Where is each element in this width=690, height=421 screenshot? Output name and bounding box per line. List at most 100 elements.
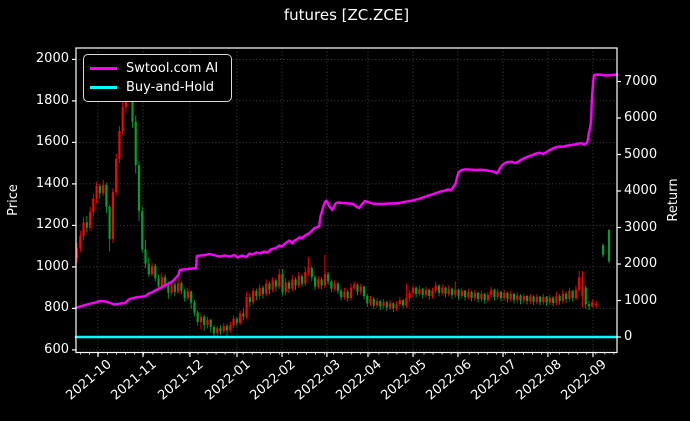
candle-body bbox=[591, 302, 594, 307]
candle-body bbox=[333, 283, 336, 289]
candle-body bbox=[278, 274, 281, 287]
axes-spine bbox=[75, 47, 618, 354]
candle-body bbox=[115, 159, 118, 193]
candle-body bbox=[281, 274, 284, 292]
candle-body bbox=[346, 291, 349, 299]
candle-body bbox=[196, 312, 199, 322]
candle-body bbox=[102, 184, 105, 194]
candle-body bbox=[294, 279, 297, 286]
candle-body bbox=[209, 319, 212, 328]
candle-body bbox=[252, 290, 255, 303]
candle-body bbox=[121, 107, 124, 131]
candle-body bbox=[95, 185, 98, 199]
candle-body bbox=[398, 300, 401, 305]
candle-body bbox=[238, 313, 242, 323]
candle-body bbox=[359, 286, 362, 292]
candle-body bbox=[571, 290, 574, 299]
candle-body bbox=[190, 291, 193, 303]
candle-body bbox=[353, 284, 356, 288]
candle-body bbox=[428, 289, 431, 296]
price-tick-label: 1800 bbox=[35, 92, 69, 108]
candle-body bbox=[170, 284, 173, 293]
candle-body bbox=[369, 299, 372, 304]
candle-body bbox=[408, 292, 411, 299]
candle-body bbox=[310, 267, 313, 278]
candle-body bbox=[601, 245, 605, 255]
candle-body bbox=[454, 289, 457, 295]
candle-body bbox=[467, 291, 470, 297]
candle-body bbox=[232, 318, 235, 326]
candle-body bbox=[330, 281, 333, 289]
candle-body bbox=[75, 248, 79, 259]
candle-body bbox=[186, 291, 190, 299]
candle-body bbox=[108, 206, 111, 239]
price-tick-label: 1600 bbox=[35, 134, 69, 150]
candle-body bbox=[320, 279, 323, 286]
candle-body bbox=[480, 293, 483, 300]
candle-body bbox=[131, 84, 134, 122]
candle-body bbox=[163, 277, 167, 284]
candle-body bbox=[313, 277, 317, 287]
candle-body bbox=[248, 296, 251, 303]
return-tick-label: 0 bbox=[624, 329, 633, 345]
candle-body bbox=[509, 293, 512, 300]
legend-label-buyhold: Buy-and-Hold bbox=[126, 80, 215, 95]
candle-body bbox=[424, 289, 428, 295]
candle-body bbox=[496, 291, 499, 297]
candle-body bbox=[375, 301, 379, 306]
legend-line-swatch-buyhold bbox=[90, 86, 117, 89]
candle-body bbox=[402, 300, 405, 306]
candle-body bbox=[235, 318, 238, 323]
candle-body bbox=[85, 222, 88, 228]
candle-body bbox=[206, 319, 209, 326]
legend-item-ai: Swtool.com AI bbox=[90, 59, 223, 78]
candle-body bbox=[222, 326, 225, 332]
candle-body bbox=[382, 302, 385, 307]
price-tick-label: 1200 bbox=[35, 217, 69, 233]
candle-body bbox=[173, 284, 176, 292]
candle-body bbox=[274, 280, 278, 287]
candle-body bbox=[167, 283, 170, 293]
price-tick-label: 800 bbox=[44, 300, 69, 316]
candle-body bbox=[483, 293, 486, 301]
candle-body bbox=[587, 304, 591, 307]
candle-body bbox=[216, 328, 219, 334]
return-tick-label: 1000 bbox=[624, 292, 658, 308]
candle-body bbox=[212, 327, 216, 334]
candle-body bbox=[287, 282, 291, 289]
candle-body bbox=[134, 121, 137, 166]
candle-body bbox=[395, 304, 398, 309]
candle-body bbox=[265, 283, 268, 294]
return-tick-label: 2000 bbox=[624, 256, 658, 272]
candle-body bbox=[558, 295, 561, 302]
candle-body bbox=[434, 285, 437, 291]
candle-body bbox=[460, 290, 463, 296]
candle-body bbox=[245, 296, 248, 317]
candle-body bbox=[258, 287, 261, 296]
candle-body bbox=[144, 249, 147, 264]
candle-body bbox=[362, 286, 366, 296]
candle-body bbox=[343, 291, 346, 297]
candle-body bbox=[490, 289, 493, 295]
candle-body bbox=[291, 279, 294, 289]
return-tick-label: 4000 bbox=[624, 183, 658, 198]
candle-body bbox=[555, 295, 558, 304]
candle-body bbox=[493, 289, 496, 297]
candle-body bbox=[268, 283, 271, 290]
candle-body bbox=[542, 296, 545, 303]
candle-body bbox=[327, 274, 330, 282]
candle-body bbox=[388, 303, 392, 308]
candle-body bbox=[147, 263, 150, 275]
candle-body bbox=[418, 288, 421, 294]
price-tick-label: 1400 bbox=[35, 175, 69, 191]
candle-body bbox=[444, 287, 447, 294]
candle-body bbox=[607, 229, 611, 262]
candle-body bbox=[506, 292, 509, 300]
chart-title: futures [ZC.ZCE] bbox=[283, 6, 410, 24]
legend: Swtool.com AI Buy-and-Hold bbox=[83, 54, 232, 102]
candle-body bbox=[421, 288, 424, 295]
candle-body bbox=[271, 280, 274, 290]
candle-body bbox=[154, 265, 157, 279]
candle-body bbox=[552, 297, 555, 304]
